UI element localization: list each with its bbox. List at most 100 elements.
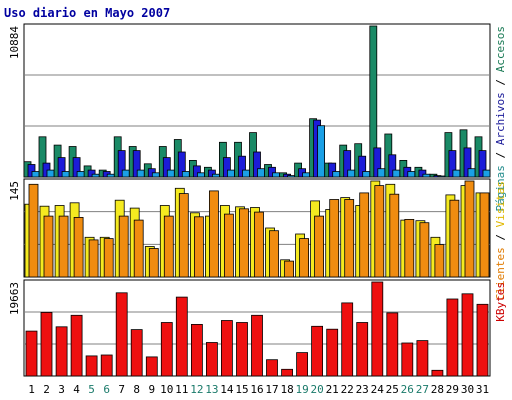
bar [55, 326, 68, 377]
bar [317, 125, 326, 178]
panel-top: 10884 Páginas / Archivos / Accesos [8, 23, 507, 211]
bar [371, 281, 384, 377]
bar [151, 172, 160, 178]
bar [106, 173, 115, 178]
x-tick-label: 1 [28, 383, 35, 396]
bar [160, 322, 173, 377]
bar [46, 169, 55, 178]
bar [242, 169, 250, 178]
bar [88, 239, 99, 278]
bar [87, 169, 96, 178]
legend-segment: KBytes [494, 282, 507, 322]
legend-segment: / [494, 72, 507, 92]
bar [73, 216, 84, 278]
legend-segment: Clientes [494, 247, 507, 300]
bar [362, 171, 371, 178]
bar [281, 368, 294, 377]
x-tick-label: 30 [461, 383, 474, 396]
bar [70, 314, 83, 377]
x-tick-label: 19 [295, 383, 308, 396]
bar [205, 342, 218, 377]
bar [416, 340, 429, 377]
bar [479, 192, 490, 278]
bar [177, 151, 186, 178]
legend-label: KBytes [494, 282, 507, 322]
series-kbytes [25, 281, 489, 377]
bar [40, 311, 53, 377]
bar [389, 193, 400, 278]
legend-segment: / [494, 227, 507, 247]
panel-bottom: 19663 KBytes [8, 279, 507, 377]
bar [132, 150, 141, 178]
x-tick-label: 26 [401, 383, 414, 396]
bar [464, 180, 475, 278]
bar [207, 169, 216, 178]
bar [223, 213, 234, 278]
bar [358, 155, 367, 178]
chart-title: Uso diario en Mayo 2007 [4, 6, 170, 20]
legend-segment: / [494, 145, 507, 165]
x-tick-label: 5 [88, 383, 95, 396]
bar [85, 355, 98, 377]
x-tick-label: 24 [371, 383, 385, 396]
bar [76, 171, 85, 178]
x-tick-label: 13 [205, 383, 218, 396]
bar [208, 190, 219, 278]
bar [332, 171, 341, 178]
bar [311, 325, 324, 377]
bar [103, 238, 114, 278]
x-tick-label: 18 [280, 383, 293, 396]
bar [236, 322, 248, 377]
bar [136, 169, 145, 178]
bar [461, 293, 474, 377]
bar [269, 230, 279, 278]
x-tick-label: 10 [160, 383, 173, 396]
bar [57, 157, 66, 178]
series-archivos [27, 119, 487, 178]
bar [251, 314, 263, 377]
bar [407, 171, 416, 178]
x-tick-label: 14 [220, 383, 234, 396]
bar [478, 150, 487, 178]
bar [193, 216, 204, 278]
x-tick-label: 11 [175, 383, 188, 396]
bar [118, 215, 129, 278]
bar [38, 136, 47, 178]
bar [373, 147, 382, 178]
bar [27, 164, 36, 178]
bar [133, 219, 144, 278]
bar [419, 222, 430, 278]
bar [181, 171, 190, 178]
x-tick-label: 16 [250, 383, 263, 396]
x-tick-label: 23 [356, 383, 369, 396]
x-tick-label: 7 [118, 383, 125, 396]
bar [145, 356, 158, 377]
bar [446, 298, 459, 377]
bar [347, 169, 356, 178]
bar [448, 150, 457, 178]
bar [449, 199, 460, 278]
bar [314, 215, 325, 278]
bar [28, 183, 39, 278]
bar [148, 248, 159, 278]
bar [130, 329, 143, 377]
bar [369, 25, 378, 178]
bar [343, 150, 352, 178]
legend-segment: Visitas [494, 181, 507, 227]
bar [374, 185, 385, 278]
bar [431, 369, 444, 377]
x-tick-label: 6 [103, 383, 110, 396]
bar [31, 171, 40, 178]
x-tick-label: 2 [43, 383, 50, 396]
x-tick-label: 9 [148, 383, 155, 396]
legend-segment: Páginas [494, 165, 507, 211]
bar [482, 169, 491, 178]
x-axis-labels: 1 2 3 4 5 6 7 8 9 10 11 12 13 14 15 16 17 18 19 20 21 22 23 24 2… [28, 383, 489, 396]
bar [341, 302, 354, 377]
bar [238, 155, 246, 178]
x-tick-label: 22 [341, 383, 354, 396]
bar [196, 172, 205, 178]
bar [272, 172, 280, 178]
bar [359, 192, 370, 278]
